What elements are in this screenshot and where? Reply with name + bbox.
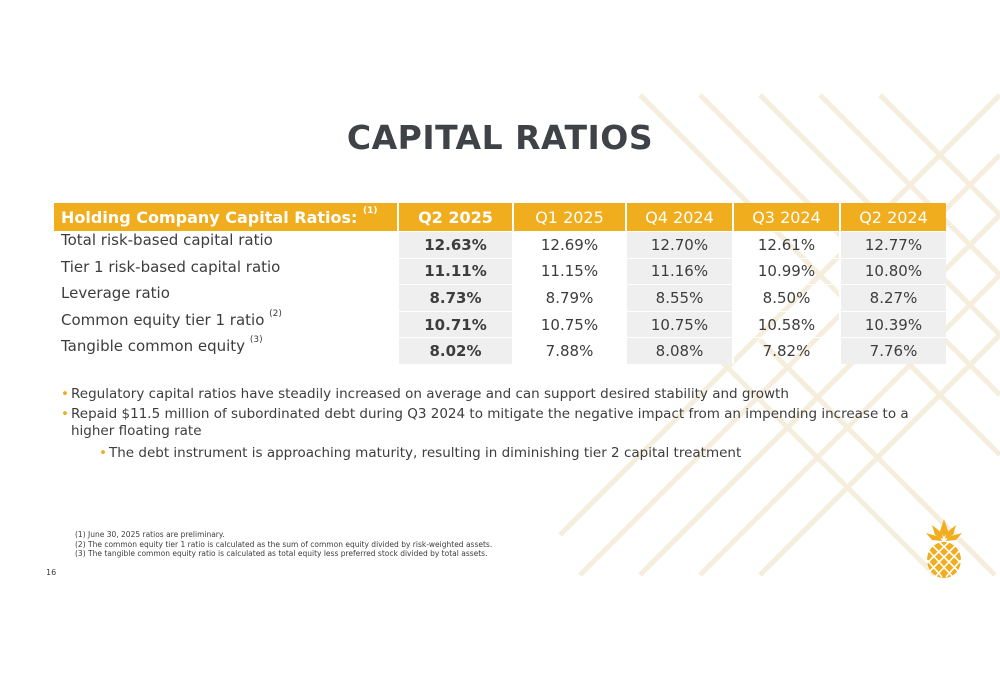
page-title: CAPITAL RATIOS	[346, 118, 654, 157]
footnote-ref: (2)	[269, 308, 282, 319]
table-row: Tangible common equity (3) 8.02% 7.88% 8…	[54, 335, 946, 364]
bullet-item: • Regulatory capital ratios have steadil…	[61, 386, 789, 402]
table-cell: 7.88%	[512, 337, 625, 364]
column-header: Q4 2024	[625, 203, 732, 231]
table-cell: 8.73%	[397, 284, 512, 311]
row-label: Tangible common equity (3)	[61, 335, 263, 356]
column-header: Q2 2024	[839, 203, 946, 231]
table-cell: 10.75%	[512, 310, 625, 338]
footnote: (1) June 30, 2025 ratios are preliminary…	[75, 530, 225, 539]
footnote: (2) The common equity tier 1 ratio is ca…	[75, 539, 493, 549]
column-header-current: Q2 2025	[397, 203, 512, 231]
column-header: Q3 2024	[732, 203, 839, 231]
bullet-dot-icon: •	[61, 386, 69, 402]
table-header-label: Holding Company Capital Ratios: (1)	[54, 203, 397, 231]
table-cell: 11.11%	[397, 257, 512, 285]
table-row: Leverage ratio 8.73% 8.79% 8.55% 8.50% 8…	[54, 284, 946, 311]
table-cell: 7.82%	[732, 337, 839, 364]
table-cell: 8.79%	[512, 284, 625, 311]
table-cell: 12.63%	[397, 231, 512, 258]
table-cell: 11.15%	[512, 257, 625, 285]
table-cell: 12.61%	[732, 231, 839, 258]
sub-bullet-item: • The debt instrument is approaching mat…	[99, 445, 742, 461]
footnote-ref: (3)	[249, 335, 263, 346]
table-row: Total risk-based capital ratio 12.63% 12…	[54, 231, 946, 258]
table-header-row: Holding Company Capital Ratios: (1) Q2 2…	[54, 203, 946, 231]
table-cell: 10.99%	[732, 257, 839, 285]
table-cell: 8.02%	[397, 337, 512, 364]
bullet-dot-icon: •	[99, 445, 107, 461]
table-cell: 12.77%	[839, 231, 946, 258]
footnote-ref: (1)	[362, 205, 378, 216]
table-row: Common equity tier 1 ratio (2) 10.71% 10…	[54, 308, 946, 338]
table-cell: 8.08%	[625, 337, 732, 364]
bullet-item: • Repaid $11.5 million of subordinated d…	[61, 406, 909, 439]
column-header: Q1 2025	[512, 203, 625, 231]
bullet-dot-icon: •	[61, 406, 69, 422]
table-cell: 10.58%	[732, 310, 839, 338]
table-cell: 12.70%	[625, 231, 732, 258]
table-cell: 8.27%	[839, 284, 946, 311]
bullet-list: • Regulatory capital ratios have steadil…	[61, 386, 941, 465]
row-label: Tier 1 risk-based capital ratio	[61, 257, 281, 276]
pineapple-logo-icon	[926, 519, 962, 578]
table-cell: 11.16%	[625, 257, 732, 285]
row-label: Common equity tier 1 ratio (2)	[61, 308, 282, 329]
page-number: 16	[46, 568, 57, 577]
footnotes: (1) June 30, 2025 ratios are preliminary…	[75, 530, 492, 559]
table-cell: 10.80%	[839, 257, 946, 285]
table-row: Tier 1 risk-based capital ratio 11.11% 1…	[54, 257, 946, 285]
table-cell: 10.71%	[397, 310, 512, 338]
capital-ratios-table: Holding Company Capital Ratios: (1) Q2 2…	[54, 203, 946, 364]
table-cell: 10.39%	[839, 310, 946, 338]
table-cell: 8.55%	[625, 284, 732, 311]
table-cell: 7.76%	[839, 337, 946, 364]
row-label: Leverage ratio	[61, 284, 170, 303]
table-cell: 10.75%	[625, 310, 732, 338]
table-cell: 8.50%	[732, 284, 839, 311]
table-cell: 12.69%	[512, 231, 625, 258]
row-label: Total risk-based capital ratio	[61, 231, 273, 249]
footnote: (3) The tangible common equity ratio is …	[75, 549, 488, 558]
